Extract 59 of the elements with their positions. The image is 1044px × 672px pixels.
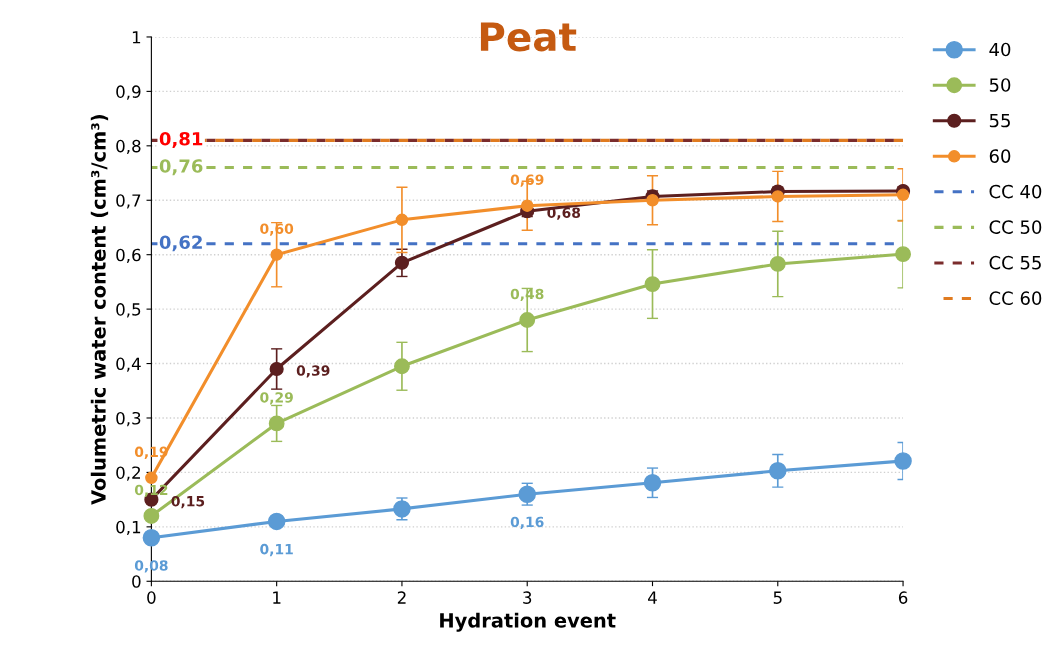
annotation: 0,81: [159, 131, 203, 148]
point: [395, 213, 409, 227]
point: [771, 190, 785, 203]
y-tick-label: 0,8: [116, 139, 141, 155]
y-tick-label: 0,3: [116, 411, 141, 427]
chart-title: Peat: [480, 22, 577, 52]
point: [769, 462, 787, 480]
data-label: 0,11: [260, 543, 293, 557]
point: [145, 471, 158, 485]
x-tick-label: 6: [898, 591, 908, 604]
annotation: 0,62: [159, 235, 202, 252]
data-label: 0,16: [510, 516, 544, 529]
point: [142, 528, 161, 547]
x-tick-label: 0: [147, 591, 156, 604]
x-tick-label: 1: [273, 591, 281, 604]
point: [394, 255, 410, 270]
point: [394, 358, 410, 375]
x-tick-label: 2: [397, 591, 406, 604]
legend-label: CC 60: [989, 291, 1042, 306]
legend-label: 55: [989, 113, 1010, 128]
legend-label: 50: [989, 78, 1011, 92]
point: [894, 452, 912, 470]
x-tick-label: 5: [773, 591, 782, 604]
y-tick-label: 0,4: [116, 357, 141, 372]
y-tick-label: 0,5: [116, 303, 141, 318]
data-label: 0,15: [171, 495, 205, 509]
point: [143, 508, 160, 524]
y-tick-label: 0,1: [116, 520, 141, 536]
point: [267, 512, 286, 531]
y-tick-label: 1: [132, 31, 141, 44]
data-label: 0,29: [260, 392, 293, 405]
point: [520, 199, 534, 212]
point: [643, 474, 662, 492]
legend-label: 40: [989, 42, 1011, 57]
data-label: 0,39: [296, 365, 330, 378]
point: [269, 361, 284, 377]
y-tick-label: 0,9: [116, 85, 141, 100]
y-tick-label: 0,2: [116, 466, 140, 481]
y-tick-label: 0,7: [116, 194, 141, 209]
point: [896, 188, 910, 202]
point: [270, 248, 283, 261]
y-tick-label: 0: [132, 575, 141, 588]
data-label: 0,69: [510, 174, 544, 187]
legend-label: 60: [989, 149, 1011, 163]
y-axis-title: Volumetric water content (cm³/cm³): [90, 114, 109, 505]
legend-label: CC 50: [989, 220, 1042, 234]
point: [268, 415, 285, 432]
point: [644, 276, 661, 292]
y-tick-label: 0,6: [116, 248, 141, 263]
point: [769, 256, 786, 272]
annotation: 0,76: [159, 159, 203, 176]
point: [895, 246, 911, 263]
x-axis-title: Hydration event: [440, 612, 616, 632]
legend-label: CC 55: [989, 255, 1041, 270]
point: [519, 312, 536, 328]
x-tick-label: 3: [523, 591, 532, 604]
legend-label: CC 40: [989, 184, 1042, 199]
point: [646, 194, 659, 207]
x-tick-label: 4: [648, 591, 657, 604]
